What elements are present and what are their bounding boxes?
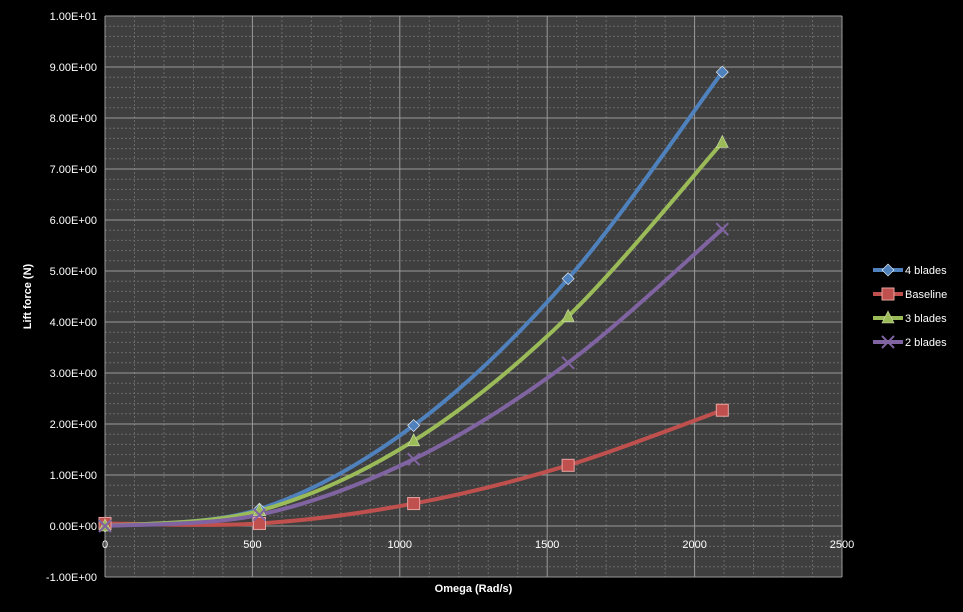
data-point-baseline [252,516,266,530]
series-line-3-blades [103,140,725,528]
x-axis-ticks: 0 500 1000 1500 2000 2500 [102,539,854,551]
legend: 4 blades Baseline 3 blades 2 blades [873,263,947,349]
x-tick-label: 2500 [830,539,854,551]
data-point-baseline [561,458,575,472]
data-point-4-blades [561,272,575,286]
minor-grid [105,16,842,577]
y-tick-label: 4.00E+00 [50,317,97,329]
data-point-2-blades [252,508,267,522]
plot-area [105,16,842,577]
data-point-3-blades [407,433,421,447]
x-tick-label: 500 [243,539,261,551]
y-tick-label: 9.00E+00 [50,62,97,74]
y-tick-label: 8.00E+00 [50,113,97,125]
y-tick-label: 1.00E+00 [50,470,97,482]
x-tick-label: 0 [102,539,108,551]
x-tick-label: 1000 [388,539,412,551]
y-tick-label: 7.00E+00 [50,164,97,176]
data-point-4-blades [715,65,729,79]
series-line-2-blades [103,227,725,528]
legend-marker [881,335,895,349]
x-tick-label: 2000 [682,539,706,551]
legend-entry: 2 blades [873,335,947,349]
legend-marker [881,263,895,277]
x-axis-title: Omega (Rad/s) [435,583,513,595]
major-grid [104,15,843,578]
data-point-baseline [407,497,421,511]
legend-marker [881,310,895,324]
data-point-2-blades [98,519,112,533]
y-tick-label: 2.00E+00 [50,419,97,431]
series-markers [98,65,730,533]
y-tick-label: 6.00E+00 [50,215,97,227]
y-tick-label: 5.00E+00 [50,266,97,278]
y-tick-label: 0.00E+00 [50,521,97,533]
legend-marker [881,287,895,301]
legend-label: 2 blades [905,337,947,349]
data-point-2-blades [715,222,730,236]
x-tick-label: 1500 [535,539,559,551]
data-point-2-blades [561,356,575,370]
data-point-3-blades [561,308,575,322]
legend-entry: 3 blades [873,310,947,325]
y-axis-ticks: -1.00E+00 0.00E+00 1.00E+00 2.00E+00 3.00E+0… [46,11,97,584]
data-point-2-blades [406,452,421,466]
y-tick-label: -1.00E+00 [46,572,97,584]
y-tick-label: 1.00E+01 [50,11,97,23]
y-tick-label: 3.00E+00 [50,368,97,380]
data-point-4-blades [407,419,421,432]
y-axis-title: Lift force (N) [22,263,34,329]
legend-entry: 4 blades [873,263,947,277]
legend-entry: Baseline [873,287,947,301]
legend-label: 3 blades [905,313,947,325]
data-point-3-blades [715,134,729,148]
data-point-baseline [715,403,729,417]
legend-label: Baseline [905,289,947,301]
legend-label: 4 blades [905,265,947,277]
